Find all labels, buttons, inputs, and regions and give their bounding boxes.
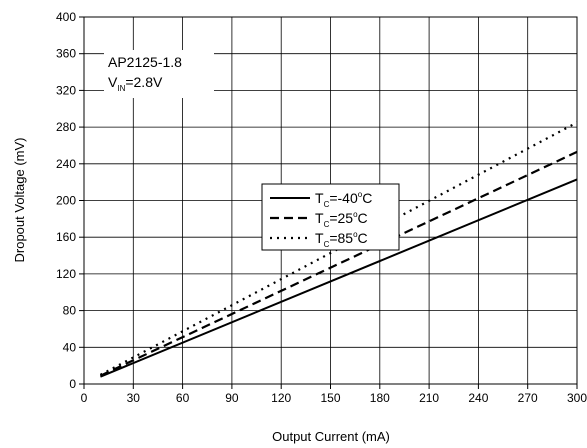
y-tick-label: 120 (56, 267, 76, 281)
x-tick-label: 240 (468, 391, 488, 405)
y-tick-label: 80 (63, 304, 77, 318)
legend-entry-2: TC=85oC (315, 230, 368, 249)
y-tick-label: 320 (56, 83, 76, 97)
y-tick-label: 0 (69, 377, 76, 391)
series-line-2 (99, 121, 578, 376)
x-axis-label: Output Current (mA) (272, 429, 390, 444)
y-tick-label: 280 (56, 120, 76, 134)
x-tick-label: 60 (176, 391, 190, 405)
y-tick-label: 240 (56, 157, 76, 171)
y-axis-label: Dropout Voltage (mV) (12, 137, 27, 262)
x-axis-ticks: 0 30 60 90 120 150 180 210 240 270 300 (81, 384, 587, 405)
annotation-model: AP2125-1.8 (108, 54, 182, 70)
x-tick-label: 120 (271, 391, 291, 405)
x-tick-label: 300 (567, 391, 587, 405)
y-tick-label: 360 (56, 47, 76, 61)
series-line-0 (100, 178, 578, 378)
x-tick-label: 270 (518, 391, 538, 405)
x-tick-label: 90 (225, 391, 239, 405)
series-line-1 (99, 150, 578, 377)
legend-entry-0: TC=-40oC (315, 190, 372, 209)
x-tick-label: 30 (127, 391, 141, 405)
y-tick-label: 40 (63, 340, 77, 354)
x-tick-label: 180 (370, 391, 390, 405)
x-tick-label: 150 (320, 391, 340, 405)
y-tick-label: 400 (56, 10, 76, 24)
x-tick-label: 0 (81, 391, 88, 405)
y-tick-label: 200 (56, 194, 76, 208)
annotation-vin: VIN=2.8V (108, 74, 163, 93)
legend-entry-1: TC=25oC (315, 210, 368, 229)
x-tick-label: 210 (419, 391, 439, 405)
series-lines (99, 121, 578, 378)
y-tick-label: 160 (56, 230, 76, 244)
y-axis-ticks: 0 40 80 120 160 200 240 280 320 360 400 (56, 10, 84, 391)
annotation-background (104, 50, 214, 98)
